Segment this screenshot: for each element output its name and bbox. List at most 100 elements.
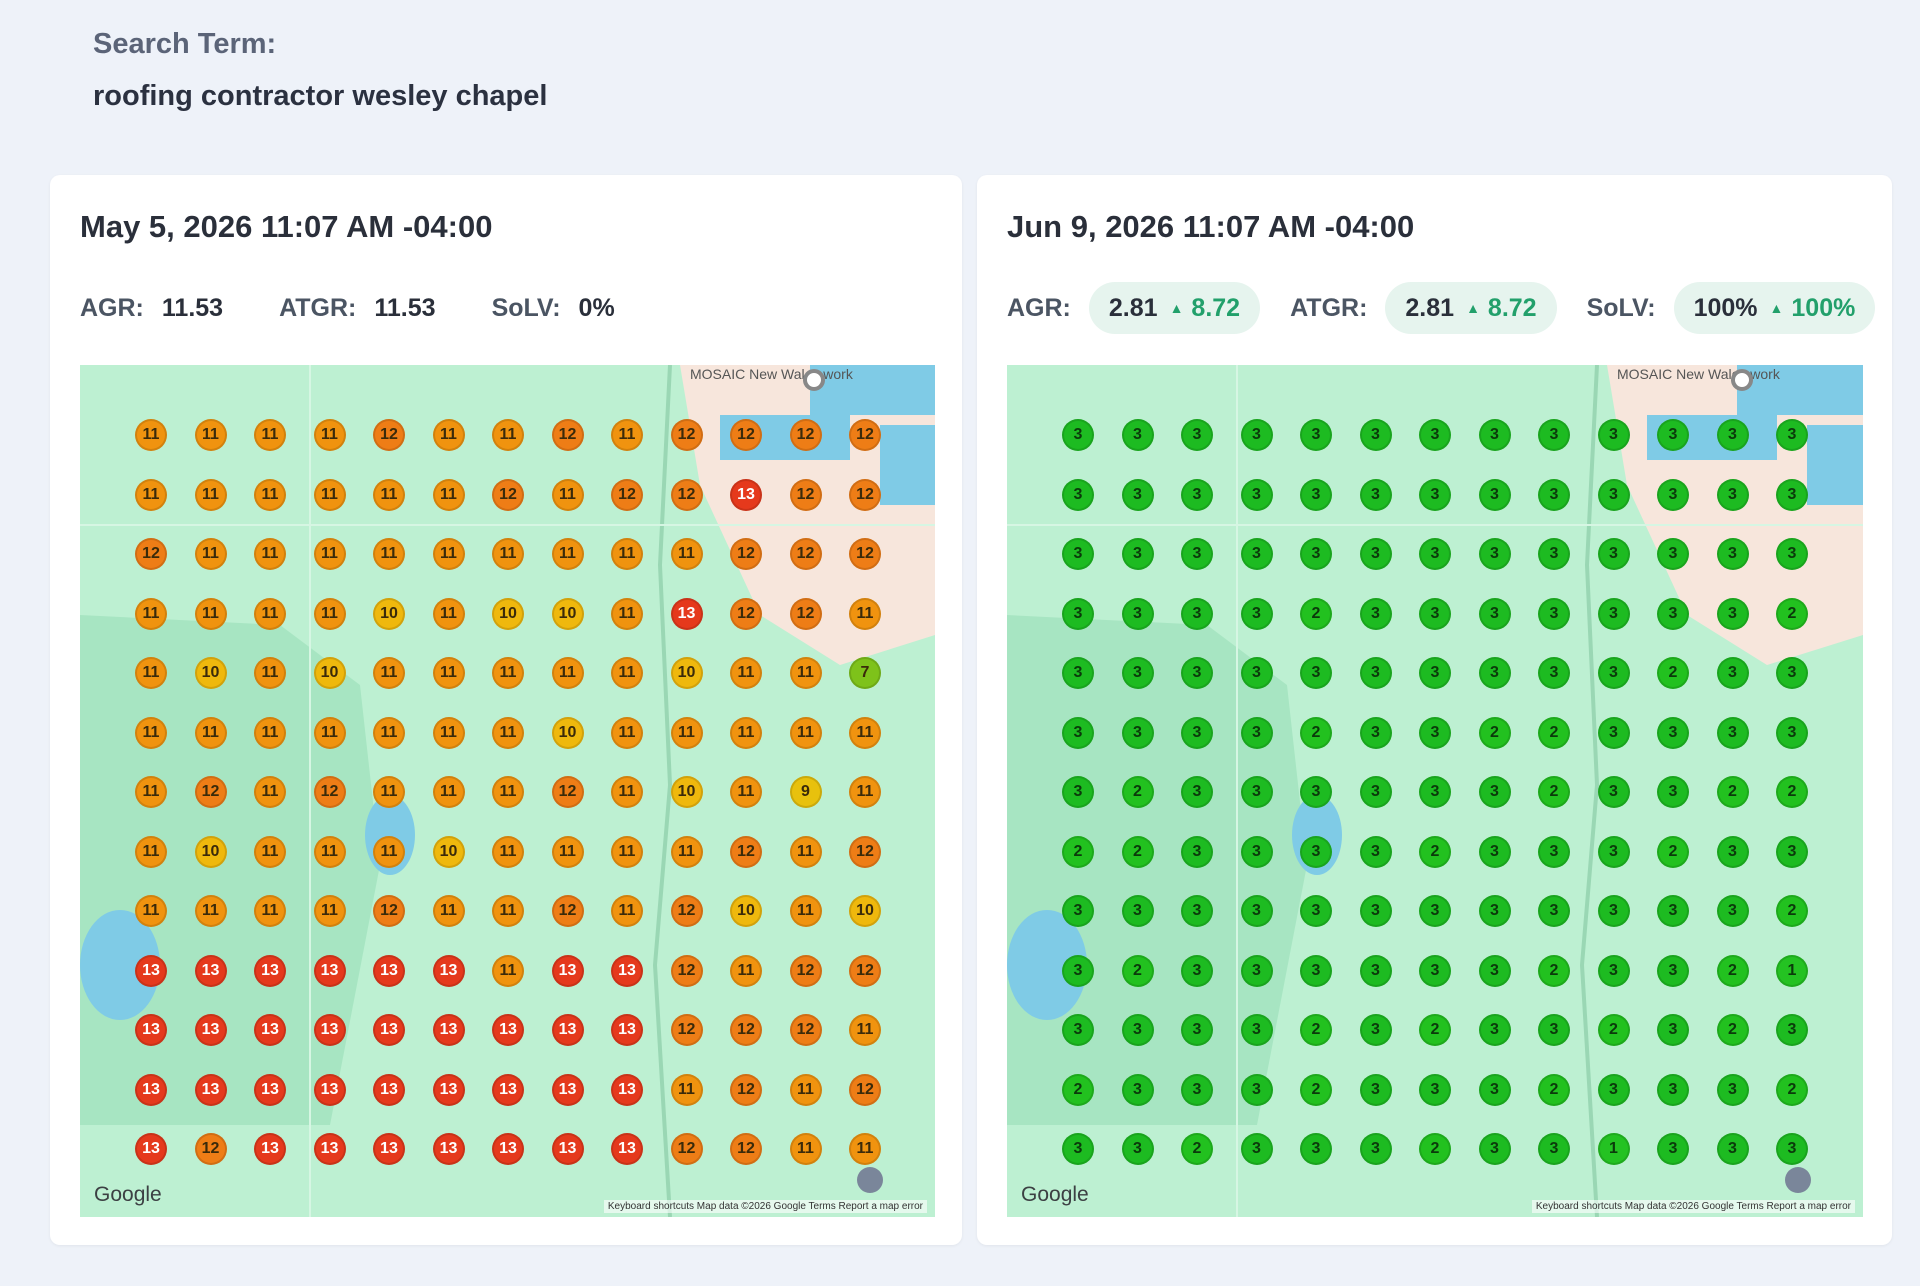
rank-pin[interactable]: 3 <box>1300 1133 1332 1165</box>
rank-pin[interactable]: 11 <box>492 895 524 927</box>
rank-pin[interactable]: 7 <box>849 657 881 689</box>
rank-pin[interactable]: 12 <box>730 1073 762 1106</box>
rank-pin[interactable]: 2 <box>1716 776 1749 808</box>
rank-pin[interactable]: 3 <box>1538 478 1570 511</box>
rank-pin[interactable]: 11 <box>254 478 286 511</box>
rank-pin[interactable]: 3 <box>1657 716 1689 749</box>
rank-pin[interactable]: 12 <box>670 954 703 987</box>
rank-pin[interactable]: 11 <box>611 835 643 868</box>
rank-pin[interactable]: 11 <box>849 1133 881 1165</box>
rank-pin[interactable]: 13 <box>135 1073 167 1106</box>
rank-pin[interactable]: 11 <box>789 835 822 868</box>
rank-pin[interactable]: 11 <box>432 716 465 749</box>
rank-pin[interactable]: 11 <box>492 835 524 868</box>
rank-pin[interactable]: 3 <box>1538 538 1570 570</box>
rank-pin[interactable]: 11 <box>254 419 286 451</box>
rank-pin[interactable]: 3 <box>1062 419 1094 451</box>
rank-pin[interactable]: 13 <box>373 1014 405 1046</box>
rank-pin[interactable]: 3 <box>1121 419 1154 451</box>
rank-pin[interactable]: 13 <box>492 1014 524 1046</box>
rank-pin[interactable]: 12 <box>730 597 762 630</box>
rank-pin[interactable]: 11 <box>432 478 465 511</box>
rank-pin[interactable]: 10 <box>432 835 465 868</box>
rank-pin[interactable]: 11 <box>373 776 405 808</box>
rank-pin[interactable]: 11 <box>432 895 465 927</box>
rank-pin[interactable]: 11 <box>611 419 643 451</box>
rank-pin[interactable]: 13 <box>194 1073 227 1106</box>
rank-pin[interactable]: 13 <box>194 1014 227 1046</box>
rank-pin[interactable]: 13 <box>551 1014 584 1046</box>
rank-pin[interactable]: 3 <box>1062 1014 1094 1046</box>
rank-pin[interactable]: 13 <box>551 1133 584 1165</box>
rank-pin[interactable]: 3 <box>1716 716 1749 749</box>
rank-pin[interactable]: 3 <box>1240 597 1273 630</box>
rank-pin[interactable]: 3 <box>1657 419 1689 451</box>
rank-pin[interactable]: 10 <box>670 657 703 689</box>
rank-pin[interactable]: 12 <box>849 954 881 987</box>
rank-pin[interactable]: 13 <box>492 1073 524 1106</box>
rank-pin[interactable]: 12 <box>670 419 703 451</box>
rank-pin[interactable]: 1 <box>1776 954 1808 987</box>
rank-pin[interactable]: 3 <box>1300 776 1332 808</box>
rank-pin[interactable]: 2 <box>1776 597 1808 630</box>
rank-pin[interactable]: 11 <box>135 895 167 927</box>
rank-pin[interactable]: 12 <box>730 1014 762 1046</box>
rank-pin[interactable]: 11 <box>254 657 286 689</box>
rank-pin[interactable]: 11 <box>492 419 524 451</box>
rank-pin[interactable]: 3 <box>1062 716 1094 749</box>
rank-pin[interactable]: 3 <box>1478 597 1511 630</box>
rank-pin[interactable]: 10 <box>492 597 524 630</box>
rank-pin[interactable]: 2 <box>1181 1133 1213 1165</box>
rank-pin[interactable]: 3 <box>1478 954 1511 987</box>
rank-pin[interactable]: 3 <box>1776 835 1808 868</box>
rank-pin[interactable]: 3 <box>1121 716 1154 749</box>
rank-pin[interactable]: 11 <box>492 657 524 689</box>
rank-pin[interactable]: 11 <box>254 895 286 927</box>
rank-pin[interactable]: 3 <box>1478 1133 1511 1165</box>
street-view-pegman-icon[interactable] <box>1785 1167 1811 1193</box>
rank-pin[interactable]: 3 <box>1121 1133 1154 1165</box>
rank-pin[interactable]: 11 <box>432 776 465 808</box>
rank-pin[interactable]: 3 <box>1597 657 1630 689</box>
rank-pin[interactable]: 3 <box>1538 835 1570 868</box>
rank-pin[interactable]: 2 <box>1776 776 1808 808</box>
rank-pin[interactable]: 13 <box>670 597 703 630</box>
rank-pin[interactable]: 3 <box>1240 478 1273 511</box>
rank-pin[interactable]: 3 <box>1478 895 1511 927</box>
rank-pin[interactable]: 11 <box>492 776 524 808</box>
rank-pin[interactable]: 3 <box>1776 1133 1808 1165</box>
rank-pin[interactable]: 3 <box>1181 478 1213 511</box>
map-attribution[interactable]: Keyboard shortcuts Map data ©2026 Google… <box>1531 1200 1855 1213</box>
rank-pin[interactable]: 3 <box>1062 1133 1094 1165</box>
rank-pin[interactable]: 12 <box>730 419 762 451</box>
rank-pin[interactable]: 3 <box>1478 657 1511 689</box>
rank-pin[interactable]: 2 <box>1538 776 1570 808</box>
rank-pin[interactable]: 3 <box>1538 657 1570 689</box>
rank-pin[interactable]: 3 <box>1300 895 1332 927</box>
rank-pin[interactable]: 12 <box>135 538 167 570</box>
rank-pin[interactable]: 13 <box>492 1133 524 1165</box>
rank-pin[interactable]: 11 <box>670 716 703 749</box>
rank-pin[interactable]: 3 <box>1657 597 1689 630</box>
rank-pin[interactable]: 11 <box>135 716 167 749</box>
rank-pin[interactable]: 3 <box>1478 776 1511 808</box>
rank-pin[interactable]: 11 <box>313 835 346 868</box>
rank-pin[interactable]: 3 <box>1776 657 1808 689</box>
rank-pin[interactable]: 3 <box>1716 478 1749 511</box>
rank-pin[interactable]: 13 <box>313 1133 346 1165</box>
rank-pin[interactable]: 3 <box>1538 1014 1570 1046</box>
rank-pin[interactable]: 3 <box>1181 716 1213 749</box>
rank-pin[interactable]: 11 <box>670 1073 703 1106</box>
rank-pin[interactable]: 3 <box>1240 954 1273 987</box>
rank-pin[interactable]: 3 <box>1478 419 1511 451</box>
rank-pin[interactable]: 11 <box>849 597 881 630</box>
rank-pin[interactable]: 13 <box>313 954 346 987</box>
rank-pin[interactable]: 11 <box>373 538 405 570</box>
rank-pin[interactable]: 10 <box>670 776 703 808</box>
rank-pin[interactable]: 3 <box>1359 716 1392 749</box>
rank-pin[interactable]: 3 <box>1419 776 1451 808</box>
rank-pin[interactable]: 11 <box>551 478 584 511</box>
rank-pin[interactable]: 11 <box>194 419 227 451</box>
rank-pin[interactable]: 11 <box>611 538 643 570</box>
rank-pin[interactable]: 3 <box>1359 657 1392 689</box>
